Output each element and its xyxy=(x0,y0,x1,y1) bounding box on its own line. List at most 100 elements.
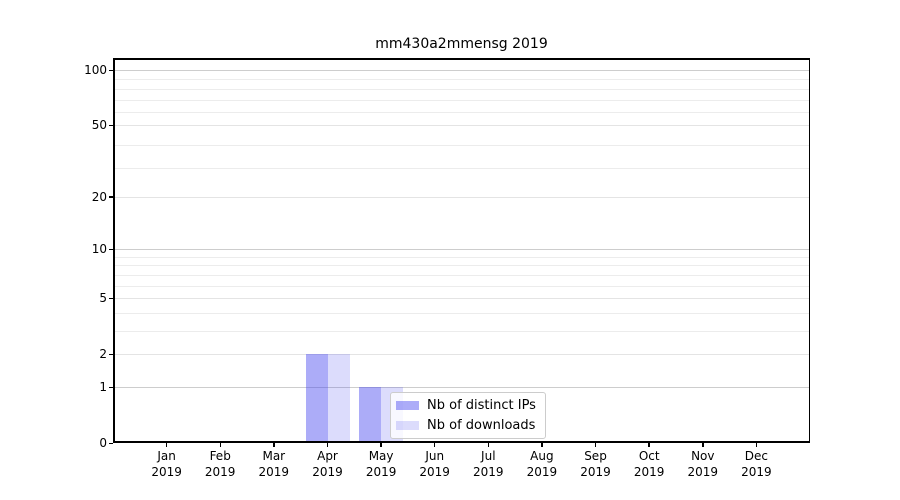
major-gridline xyxy=(113,70,810,71)
x-tick-mark xyxy=(541,443,543,447)
year-label: 2019 xyxy=(473,464,504,479)
x-tick-mark xyxy=(380,443,382,447)
year-label: 2019 xyxy=(741,464,772,479)
month-label: Dec xyxy=(744,449,768,463)
y-tick-label: 0 xyxy=(99,436,107,450)
month-label: Aug xyxy=(530,449,554,463)
month-label: Jul xyxy=(481,449,496,463)
x-tick-label: Dec 2019 xyxy=(716,449,796,480)
x-tick-mark xyxy=(648,443,650,447)
month-label: Sep xyxy=(584,449,607,463)
major-gridline xyxy=(113,387,810,388)
x-tick-label: Apr 2019 xyxy=(288,449,368,480)
year-label: 2019 xyxy=(312,464,343,479)
x-tick-label: Sep 2019 xyxy=(556,449,636,480)
month-label: Apr xyxy=(317,449,338,463)
left-spine xyxy=(113,58,115,443)
y-tick-mark xyxy=(109,386,113,388)
x-tick-mark xyxy=(433,443,436,447)
gridline xyxy=(113,125,810,127)
y-tick-label: 5 xyxy=(99,291,107,306)
minor-gridline xyxy=(113,274,810,276)
month-label: Jun xyxy=(425,449,445,463)
x-tick-label: Feb 2019 xyxy=(180,449,260,480)
month-label: Jan xyxy=(157,449,176,463)
y-tick-mark xyxy=(109,69,113,71)
y-tick-mark xyxy=(109,353,113,356)
x-tick-label: May 2019 xyxy=(341,449,421,480)
top-spine xyxy=(113,58,810,60)
x-tick-label: Oct 2019 xyxy=(609,449,689,480)
x-tick-mark xyxy=(702,443,704,447)
minor-gridline xyxy=(113,88,810,90)
y-tick-mark xyxy=(109,124,113,127)
x-tick-label: Aug 2019 xyxy=(502,449,582,480)
y-tick-mark xyxy=(109,297,113,300)
minor-gridline xyxy=(113,312,810,314)
legend-entry: Nb of distinct IPs xyxy=(396,398,536,413)
bar-apr-distinct-ips xyxy=(305,354,328,443)
year-label: 2019 xyxy=(365,464,397,479)
month-label: Nov xyxy=(691,449,715,463)
x-tick-label: Nov 2019 xyxy=(663,449,743,480)
x-tick-label: Jun 2019 xyxy=(395,449,475,480)
legend-entry: Nb of downloads xyxy=(396,418,536,433)
x-tick-mark xyxy=(594,443,597,447)
y-tick-mark xyxy=(109,248,113,251)
minor-gridline xyxy=(113,256,810,258)
x-tick-mark xyxy=(326,443,329,447)
gridline xyxy=(113,298,810,300)
legend-swatch xyxy=(396,401,419,410)
minor-gridline xyxy=(113,112,810,114)
minor-gridline xyxy=(113,144,810,146)
year-label: 2019 xyxy=(419,464,450,479)
minor-gridline xyxy=(113,331,810,332)
legend-label: Nb of distinct IPs xyxy=(427,398,536,413)
year-label: 2019 xyxy=(580,464,611,479)
y-tick-label: 2 xyxy=(99,347,107,362)
minor-gridline xyxy=(113,168,810,170)
plot-area xyxy=(113,58,810,443)
major-gridline xyxy=(113,249,810,251)
gridline xyxy=(113,196,810,198)
y-tick-mark xyxy=(109,442,113,444)
month-label: Mar xyxy=(262,449,286,463)
month-label: Oct xyxy=(638,449,660,463)
year-label: 2019 xyxy=(258,464,290,479)
x-tick-label: Mar 2019 xyxy=(234,449,314,480)
x-tick-mark xyxy=(273,443,275,447)
year-label: 2019 xyxy=(633,464,665,479)
minor-gridline xyxy=(113,285,810,287)
y-tick-mark xyxy=(109,196,113,198)
minor-gridline xyxy=(113,79,810,81)
y-tick-label: 20 xyxy=(91,189,107,204)
x-tick-mark xyxy=(165,443,168,447)
y-tick-label: 100 xyxy=(84,63,107,77)
right-spine xyxy=(808,58,810,443)
x-tick-mark xyxy=(755,443,758,447)
minor-gridline xyxy=(113,99,810,101)
x-axis-line xyxy=(113,441,810,443)
legend-label: Nb of downloads xyxy=(427,418,536,433)
x-tick-mark xyxy=(219,443,221,447)
gridline xyxy=(113,354,810,356)
y-tick-label: 10 xyxy=(91,242,107,257)
y-tick-label: 1 xyxy=(99,380,107,394)
year-label: 2019 xyxy=(151,464,182,479)
x-tick-label: Jan 2019 xyxy=(127,449,207,480)
legend: Nb of distinct IPs Nb of downloads xyxy=(390,392,546,439)
year-label: 2019 xyxy=(526,464,558,479)
year-label: 2019 xyxy=(687,464,719,479)
month-label: May xyxy=(368,449,394,463)
bar-may-distinct-ips xyxy=(359,387,382,443)
year-label: 2019 xyxy=(204,464,236,479)
bar-apr-downloads xyxy=(327,354,350,443)
y-tick-label: 50 xyxy=(91,118,107,133)
x-tick-label: Jul 2019 xyxy=(448,449,528,480)
x-tick-mark xyxy=(487,443,490,447)
month-label: Feb xyxy=(209,449,231,463)
chart-title: mm430a2mmensg 2019 xyxy=(375,36,548,52)
minor-gridline xyxy=(113,265,810,267)
legend-swatch xyxy=(396,421,419,430)
